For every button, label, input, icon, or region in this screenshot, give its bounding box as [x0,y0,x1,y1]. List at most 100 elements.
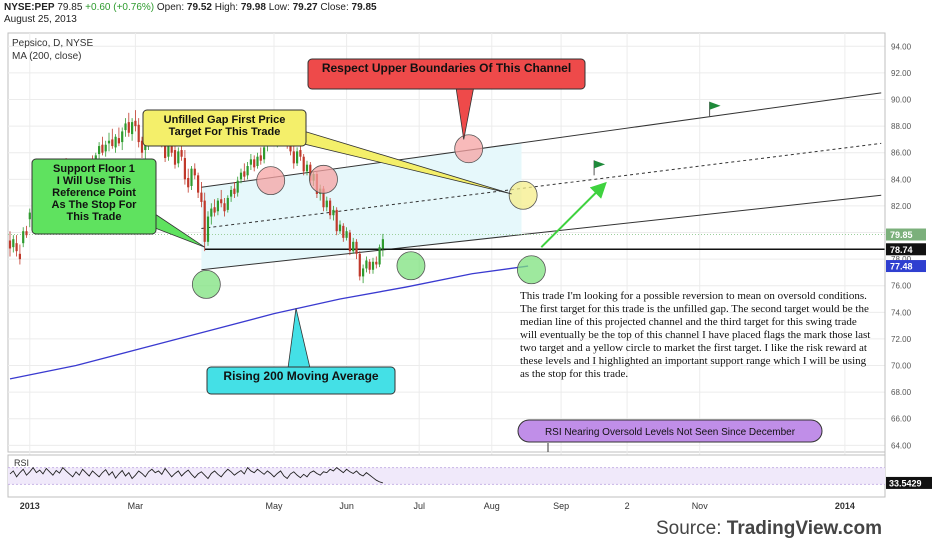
y-tick-label: 64.00 [891,441,912,450]
x-tick-label: Aug [484,501,500,511]
x-tick-label: Jul [413,501,425,511]
candle-body [111,139,114,147]
ma-callout-box [206,366,396,395]
ma-callout-text: Rising 200 Moving Average [223,369,378,383]
candle-body [378,247,381,265]
candle-body [249,159,252,165]
x-tick-label: 2013 [20,501,40,511]
price-label-text: 78.74 [890,245,913,255]
candle-body [187,177,190,188]
candle-body [114,136,117,148]
trade-commentary: This trade I'm looking for a possible re… [520,290,871,380]
candle-body [180,150,183,157]
gap-callout-text: Target For This Trade [169,126,281,138]
source-credit: Source: TradingView.com [656,518,882,540]
x-tick-label: Nov [692,501,709,511]
candle-body [18,253,21,260]
candle-body [358,253,361,277]
candle-body [22,231,25,244]
candle-body [302,156,305,172]
candle-body [173,150,177,165]
header-date: August 25, 2013 [4,14,77,25]
open-label: Open: [156,2,185,13]
candle-body [375,261,378,265]
candle-body [200,192,203,202]
y-tick-label: 94.00 [891,42,912,51]
support-callout-text: Support Floor 1 [53,163,135,175]
projection-arrow [540,181,607,248]
candle-body [177,151,180,164]
series-legend: Pepsico, D, NYSE [12,38,94,49]
source-brand: TradingView.com [726,518,882,539]
candle-body [144,143,147,151]
low-label: Low: [268,2,290,13]
candle-body [216,200,219,212]
x-tick-label: May [265,501,283,511]
candle-body [121,131,124,143]
low-value: 79.27 [292,2,318,13]
candle-body [137,124,140,143]
rsi-callout-text: RSI Nearing Oversold Levels Not Seen Sin… [545,427,796,438]
candle-body [12,239,15,248]
y-tick-label: 68.00 [891,388,912,397]
candle-body [140,140,144,153]
resistance-circle [454,134,484,164]
candle-body [210,208,213,217]
candle-body [206,216,210,242]
y-tick-label: 86.00 [891,149,912,158]
y-tick-label: 90.00 [891,96,912,105]
support-circle [396,251,426,281]
candle-body [342,225,345,238]
price-change: +0.60 (+0.76%) [85,2,155,13]
candle-body [263,147,266,160]
candle-body [355,241,358,254]
x-tick-label: 2014 [835,501,855,511]
x-tick-label: Jun [339,501,354,511]
y-tick-label: 74.00 [891,308,912,317]
candle-body [239,172,243,180]
last-price: 79.85 [57,2,83,13]
price-label-box [886,228,926,241]
candle-body [25,231,28,236]
candle-body [203,200,206,242]
price-label-box [886,243,926,256]
candle-body [362,268,365,277]
candle-body [213,207,216,213]
x-tick-label: 2 [625,501,630,511]
resistance-callout-text: Respect Upper Boundaries Of This Channel [322,61,571,75]
x-tick-label: Sep [553,501,569,511]
candle-body [104,144,107,152]
price-label-text: 77.48 [890,262,913,272]
candle-body [243,171,246,177]
resistance-circle [309,164,338,194]
candle-body [299,150,302,157]
candle-body [256,156,259,167]
candle-body [15,243,18,252]
candle-body [253,159,256,168]
ticker-symbol: NYSE:PEP [4,2,55,13]
candle-body [8,240,12,249]
y-tick-label: 70.00 [891,362,912,371]
y-tick-label: 84.00 [891,175,912,184]
candle-body [305,164,309,172]
resistance-callout-box [307,58,586,90]
candle-body [223,203,226,212]
channel-median-line [201,142,882,230]
support-circle [517,255,546,285]
candle-body [325,200,328,208]
candle-body [322,188,325,208]
candle-body [193,168,196,176]
candle-body [127,122,130,133]
support-circle [191,269,221,299]
rsi-band [8,467,885,485]
y-tick-label: 76.00 [891,282,912,291]
candle-body [236,180,239,193]
y-tick-label: 72.00 [891,335,912,344]
close-value: 79.85 [351,2,377,13]
candle-body [134,120,137,127]
target-flag-icon [594,160,606,169]
ma-legend: MA (200, close) [12,51,82,62]
gap-callout-box [142,109,307,147]
candle-body [107,140,111,144]
candle-body [368,261,371,270]
